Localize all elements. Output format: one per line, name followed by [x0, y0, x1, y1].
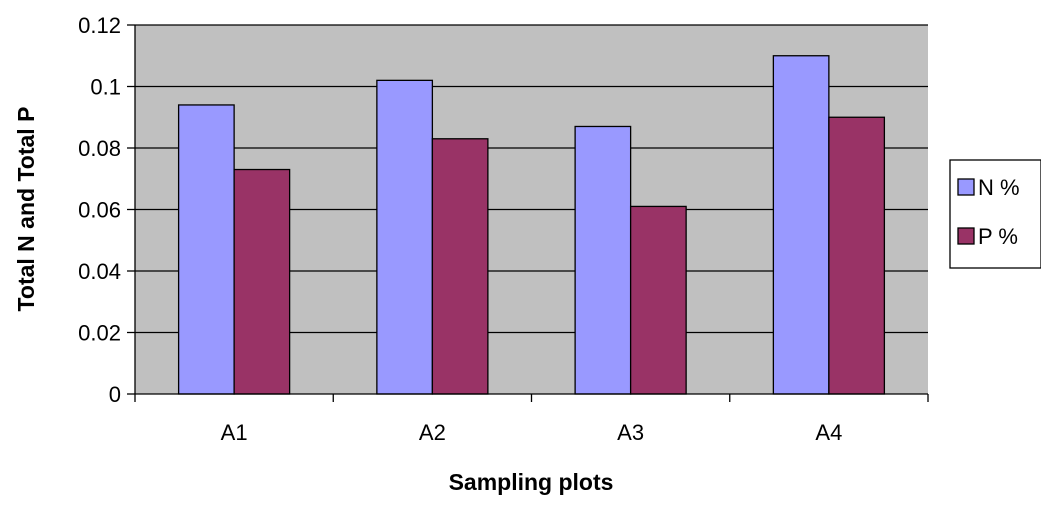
axes — [127, 24, 929, 402]
x-tick-label: A3 — [617, 420, 644, 445]
legend-swatch — [957, 178, 975, 196]
y-tick-label: 0.08 — [78, 136, 121, 161]
legend-box — [949, 159, 1041, 269]
x-axis-title: Sampling plots — [449, 469, 614, 495]
x-tick-label: A1 — [221, 420, 248, 445]
bar-a1-series-1 — [177, 104, 235, 395]
x-tick-label: A4 — [815, 420, 842, 445]
legend-label: P % — [978, 224, 1018, 249]
x-tick-label: A2 — [419, 420, 446, 445]
bar-a3-series-2 — [629, 205, 687, 395]
x-tick-labels: A1 A2 A3 A4 — [221, 420, 843, 445]
legend: N % P % — [949, 159, 1041, 269]
y-axis-title: Total N and Total P — [13, 107, 39, 312]
y-tick-label: 0.12 — [78, 13, 121, 38]
bar-a4-series-1 — [772, 55, 830, 395]
legend-label: N % — [978, 175, 1020, 200]
y-tick-label: 0.06 — [78, 198, 121, 223]
legend-swatch — [957, 227, 975, 245]
y-tick-label: 0.1 — [90, 75, 121, 100]
y-tick-labels: 0 0.02 0.04 0.06 0.08 0.1 0.12 — [78, 13, 121, 407]
y-tick-label: 0.02 — [78, 321, 121, 346]
y-tick-label: 0 — [109, 382, 121, 407]
bar-a4-series-2 — [828, 116, 886, 395]
bar-a2-series-1 — [376, 79, 434, 395]
bar-a3-series-1 — [574, 125, 632, 395]
bars — [177, 55, 886, 395]
bar-a2-series-2 — [431, 138, 489, 395]
bar-a1-series-2 — [233, 168, 291, 395]
y-tick-label: 0.04 — [78, 259, 121, 284]
